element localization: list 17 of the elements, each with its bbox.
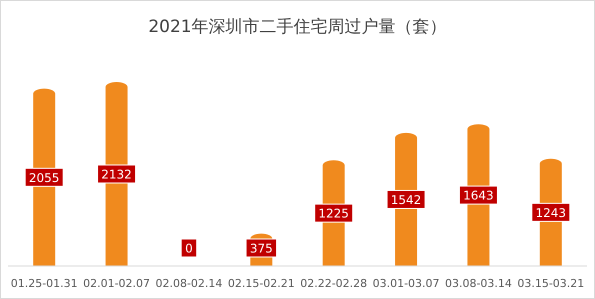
x-tick-label: 03.08-03.14 bbox=[444, 277, 512, 290]
data-label: 1542 bbox=[390, 192, 422, 207]
x-tick-label: 02.08-02.14 bbox=[155, 277, 222, 290]
data-label: 1243 bbox=[536, 206, 566, 220]
data-label: 1643 bbox=[463, 188, 494, 203]
x-tick-label: 03.01-03.07 bbox=[372, 277, 440, 290]
x-tick-label: 02.15-02.21 bbox=[228, 277, 295, 290]
x-tick-label: 03.15-03.21 bbox=[517, 277, 584, 290]
x-tick-label: 02.01-02.07 bbox=[83, 277, 150, 290]
data-label: 0 bbox=[185, 242, 193, 256]
data-label: 2055 bbox=[28, 170, 60, 185]
x-tick-label: 01.25-01.31 bbox=[10, 277, 78, 290]
data-label: 2132 bbox=[101, 168, 132, 182]
data-label: 1225 bbox=[318, 206, 349, 221]
x-tick-label: 02.22-02.28 bbox=[300, 277, 368, 290]
data-label: 375 bbox=[250, 242, 273, 256]
chart-title: 2021年深圳市二手住宅周过户量（套） bbox=[148, 17, 447, 37]
